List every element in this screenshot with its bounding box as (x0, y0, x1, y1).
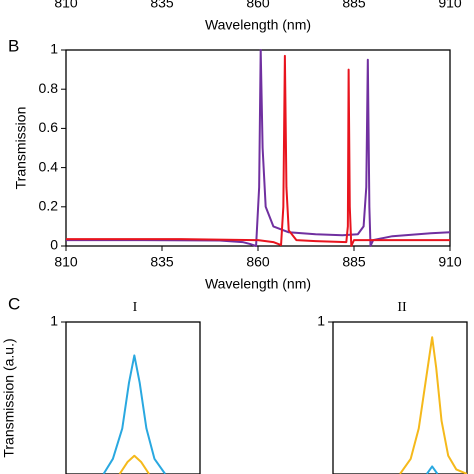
panel-label: B (8, 36, 19, 55)
x-tick-label: 885 (342, 254, 366, 270)
y-axis-label: Transmission (13, 107, 29, 190)
y-tick-label: 1 (50, 313, 58, 329)
series-line (425, 465, 439, 474)
y-axis-label: Transmission (a.u.) (1, 338, 17, 457)
y-tick-label: 1 (317, 313, 325, 329)
x-axis-label: Wavelength (nm) (205, 17, 311, 33)
y-tick-label: 0.8 (39, 80, 59, 96)
y-tick-label: 0.6 (39, 119, 59, 135)
plot-frame (65, 321, 201, 474)
y-tick-label: 0.4 (39, 158, 59, 174)
panel-label: C (8, 294, 20, 313)
x-tick-label: 910 (438, 254, 462, 270)
x-tick-label: 810 (54, 0, 78, 11)
subplot-title: II (397, 300, 407, 315)
x-tick-label: 860 (246, 254, 270, 270)
series-line (118, 454, 150, 474)
series-line (102, 354, 166, 474)
series-line (66, 54, 450, 247)
y-tick-label: 0 (50, 237, 58, 253)
y-tick-label: 1 (50, 41, 58, 57)
x-tick-label: 835 (150, 0, 174, 11)
x-tick-label: 860 (246, 0, 270, 11)
y-tick-label: 0.2 (39, 198, 59, 214)
subplot-title: I (133, 300, 138, 315)
x-axis-label: Wavelength (nm) (205, 276, 311, 292)
plot-frame (332, 321, 468, 474)
x-tick-label: 885 (342, 0, 366, 11)
series-line (66, 49, 450, 247)
series-line (399, 336, 467, 474)
x-tick-label: 835 (150, 254, 174, 270)
x-tick-label: 810 (54, 254, 78, 270)
x-tick-label: 910 (438, 0, 462, 11)
